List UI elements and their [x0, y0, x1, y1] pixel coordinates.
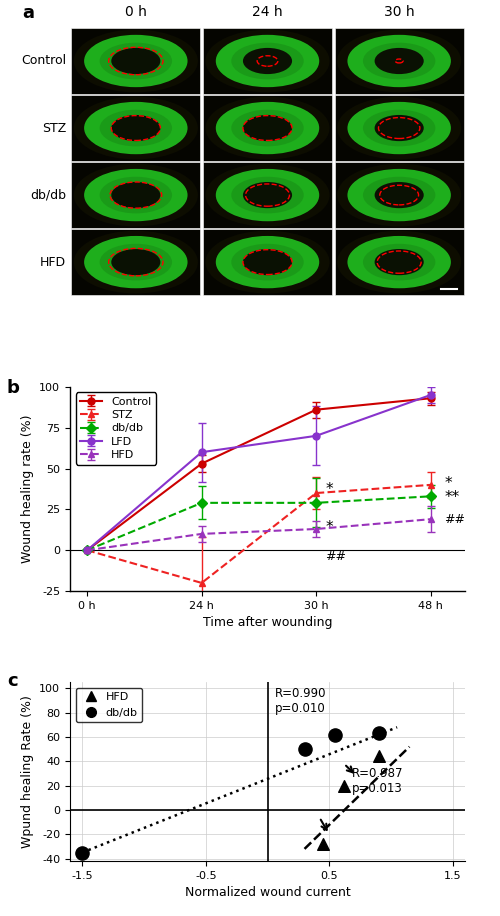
Text: 24 h: 24 h	[252, 5, 283, 19]
Bar	[203, 229, 332, 295]
Ellipse shape	[112, 182, 160, 208]
Point	[300, 742, 308, 757]
Ellipse shape	[363, 43, 436, 80]
Ellipse shape	[206, 231, 330, 293]
Text: Control: Control	[21, 54, 66, 68]
Text: *: *	[326, 482, 333, 497]
Text: **: **	[444, 490, 460, 506]
Ellipse shape	[243, 114, 292, 141]
Bar	[334, 229, 464, 295]
Point	[332, 727, 340, 742]
Bar	[203, 28, 332, 93]
Point	[340, 779, 348, 793]
Ellipse shape	[348, 236, 451, 289]
Ellipse shape	[374, 182, 424, 208]
Ellipse shape	[100, 43, 172, 80]
Ellipse shape	[337, 96, 461, 159]
Text: db/db: db/db	[30, 189, 66, 202]
Ellipse shape	[216, 35, 319, 87]
Ellipse shape	[206, 29, 330, 93]
Text: STZ: STZ	[42, 122, 66, 135]
Ellipse shape	[216, 102, 319, 154]
Text: HFD: HFD	[40, 256, 66, 268]
Ellipse shape	[232, 43, 304, 80]
Bar	[71, 162, 200, 228]
Bar	[334, 28, 464, 93]
Ellipse shape	[206, 164, 330, 226]
Ellipse shape	[243, 182, 292, 208]
Legend: HFD, db/db: HFD, db/db	[76, 688, 142, 723]
Bar	[71, 28, 200, 93]
Text: p=0.010: p=0.010	[275, 702, 326, 714]
Text: R=0.987: R=0.987	[352, 768, 403, 780]
Ellipse shape	[374, 114, 424, 141]
Bar	[203, 95, 332, 160]
Ellipse shape	[74, 96, 198, 159]
Bar	[334, 162, 464, 228]
Ellipse shape	[84, 102, 188, 154]
Ellipse shape	[84, 35, 188, 87]
Ellipse shape	[363, 177, 436, 213]
Ellipse shape	[216, 169, 319, 222]
Ellipse shape	[84, 236, 188, 289]
Text: 30 h: 30 h	[384, 5, 414, 19]
Ellipse shape	[112, 114, 160, 141]
Text: ##: ##	[326, 551, 346, 563]
Ellipse shape	[84, 169, 188, 222]
Text: c: c	[7, 671, 18, 690]
Ellipse shape	[348, 35, 451, 87]
Point	[78, 845, 86, 860]
Ellipse shape	[337, 29, 461, 93]
Text: R=0.990: R=0.990	[275, 687, 326, 700]
Ellipse shape	[374, 249, 424, 275]
Ellipse shape	[363, 110, 436, 147]
Bar	[71, 95, 200, 160]
X-axis label: Normalized wound current: Normalized wound current	[184, 887, 350, 900]
Text: b: b	[7, 378, 20, 397]
Ellipse shape	[374, 48, 424, 74]
Ellipse shape	[232, 110, 304, 147]
Ellipse shape	[206, 96, 330, 159]
Ellipse shape	[100, 244, 172, 280]
Point	[374, 749, 382, 764]
Point	[374, 726, 382, 741]
Ellipse shape	[337, 164, 461, 226]
Ellipse shape	[348, 102, 451, 154]
Y-axis label: Wound healing rate (%): Wound healing rate (%)	[20, 415, 34, 563]
Ellipse shape	[243, 48, 292, 74]
Ellipse shape	[216, 236, 319, 289]
Ellipse shape	[232, 244, 304, 280]
Text: 0 h: 0 h	[125, 5, 147, 19]
Bar	[71, 229, 200, 295]
Ellipse shape	[74, 164, 198, 226]
Bar	[334, 95, 464, 160]
Ellipse shape	[337, 231, 461, 293]
Point	[319, 836, 327, 851]
Ellipse shape	[100, 177, 172, 213]
Legend: Control, STZ, db/db, LFD, HFD: Control, STZ, db/db, LFD, HFD	[76, 392, 156, 464]
Text: ##: ##	[444, 513, 466, 526]
Ellipse shape	[112, 249, 160, 275]
X-axis label: Time after wounding: Time after wounding	[203, 616, 332, 629]
Text: p=0.013: p=0.013	[352, 782, 402, 795]
Bar	[203, 162, 332, 228]
Ellipse shape	[112, 48, 160, 74]
Ellipse shape	[232, 177, 304, 213]
Y-axis label: Wpund healing Rate (%): Wpund healing Rate (%)	[20, 695, 34, 848]
Ellipse shape	[243, 249, 292, 275]
Ellipse shape	[363, 244, 436, 280]
Ellipse shape	[100, 110, 172, 147]
Text: *: *	[326, 520, 333, 535]
Text: a: a	[22, 4, 34, 22]
Ellipse shape	[74, 231, 198, 293]
Ellipse shape	[74, 29, 198, 93]
Ellipse shape	[348, 169, 451, 222]
Text: *: *	[444, 475, 452, 491]
